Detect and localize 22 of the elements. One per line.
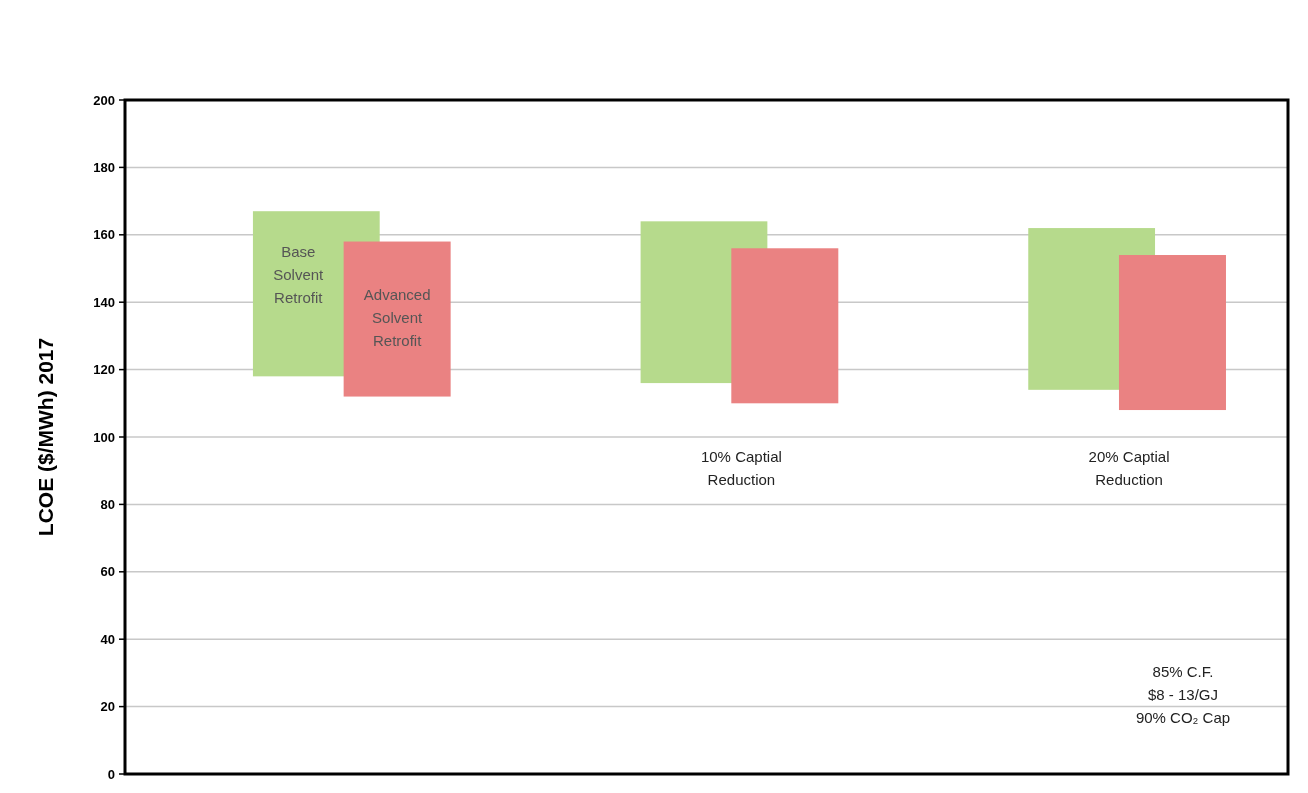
annotation: $8 - 13/GJ	[1147, 686, 1219, 703]
y-tick-label: 80	[100, 496, 115, 512]
y-axis-title: LCOE ($/MWh) 2017	[34, 337, 57, 537]
y-tick-label: 180	[93, 159, 115, 175]
y-tick-label: 60	[100, 564, 115, 580]
y-tick-label: 0	[107, 766, 115, 782]
y-tick-label: 200	[93, 92, 115, 108]
y-tick-label: 40	[100, 631, 115, 647]
y-tick-label: 160	[93, 227, 115, 243]
bar	[1118, 255, 1226, 411]
bar	[731, 248, 839, 404]
annotation: 90% CO₂ Cap	[1135, 709, 1231, 726]
y-tick-label: 120	[93, 362, 115, 378]
series-label: Base Solvent Retrofit	[273, 243, 325, 307]
x-tick-label: 20% Captial Reduction	[1088, 448, 1170, 489]
y-tick-label: 140	[93, 294, 115, 310]
annotation: 85% C.F.	[1152, 663, 1214, 680]
series-label: Advanced Solvent Retrofit	[363, 286, 431, 350]
bar	[343, 241, 451, 397]
x-tick-label: 10% Captial Reduction	[700, 448, 782, 489]
y-tick-label: 20	[100, 699, 115, 715]
y-tick-label: 100	[93, 429, 115, 445]
